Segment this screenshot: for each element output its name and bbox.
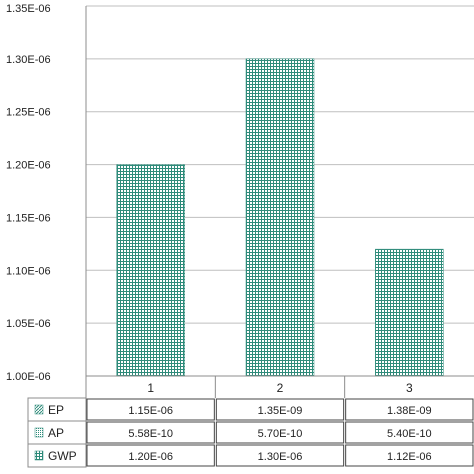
y-tick-label: 1.20E-06 bbox=[6, 160, 51, 172]
y-tick-label: 1.35E-06 bbox=[6, 3, 51, 15]
table-cell bbox=[86, 398, 215, 421]
y-tick-label: 1.10E-06 bbox=[6, 265, 51, 277]
legend-label: GWP bbox=[48, 449, 77, 463]
legend-label: EP bbox=[48, 403, 64, 417]
y-tick-label: 1.25E-06 bbox=[6, 107, 51, 119]
table-cell-value: 1.15E-06 bbox=[128, 405, 173, 417]
bar-1 bbox=[116, 164, 185, 377]
legend-label: AP bbox=[48, 426, 64, 440]
table-cell bbox=[345, 444, 474, 467]
category-label: 2 bbox=[277, 381, 284, 395]
bar-2 bbox=[245, 58, 315, 377]
legend-swatch bbox=[34, 427, 44, 438]
table-cell bbox=[345, 421, 474, 444]
table-cell bbox=[215, 444, 345, 467]
legend-cell bbox=[27, 443, 87, 468]
table-cell-value: 5.40E-10 bbox=[387, 428, 432, 440]
y-tick-label: 1.00E-06 bbox=[6, 371, 51, 383]
bars bbox=[116, 58, 444, 377]
table-cell-value: 5.58E-10 bbox=[128, 428, 173, 440]
legend-swatch bbox=[34, 450, 44, 461]
table-cell-value: 1.35E-09 bbox=[258, 405, 303, 417]
table-cell bbox=[86, 421, 215, 444]
y-axis: 1.00E-06 1.05E-06 1.10E-06 1.15E-06 1.20E-06… bbox=[6, 3, 87, 467]
table-cell bbox=[345, 398, 474, 421]
table-cell bbox=[215, 398, 345, 421]
category-label: 1 bbox=[147, 381, 154, 395]
data-table: 1 2 3 EP 1.15E-06 1.35E-09 1.38E-09 AP 5.58E-10 5… bbox=[27, 375, 474, 468]
table-cell bbox=[215, 421, 345, 444]
table-cell-value: 5.70E-10 bbox=[258, 428, 303, 440]
y-tick-label: 1.05E-06 bbox=[6, 318, 51, 330]
table-cell-value: 1.30E-06 bbox=[258, 451, 303, 463]
table-cell bbox=[86, 444, 215, 467]
bar-3 bbox=[375, 248, 444, 377]
category-label: 3 bbox=[406, 381, 413, 395]
table-cell-value: 1.20E-06 bbox=[128, 451, 173, 463]
table-cell-value: 1.12E-06 bbox=[387, 451, 432, 463]
y-tick-label: 1.30E-06 bbox=[6, 54, 51, 66]
legend-swatch bbox=[34, 404, 44, 415]
y-tick-label: 1.15E-06 bbox=[6, 212, 51, 224]
table-cell-value: 1.38E-09 bbox=[387, 405, 432, 417]
